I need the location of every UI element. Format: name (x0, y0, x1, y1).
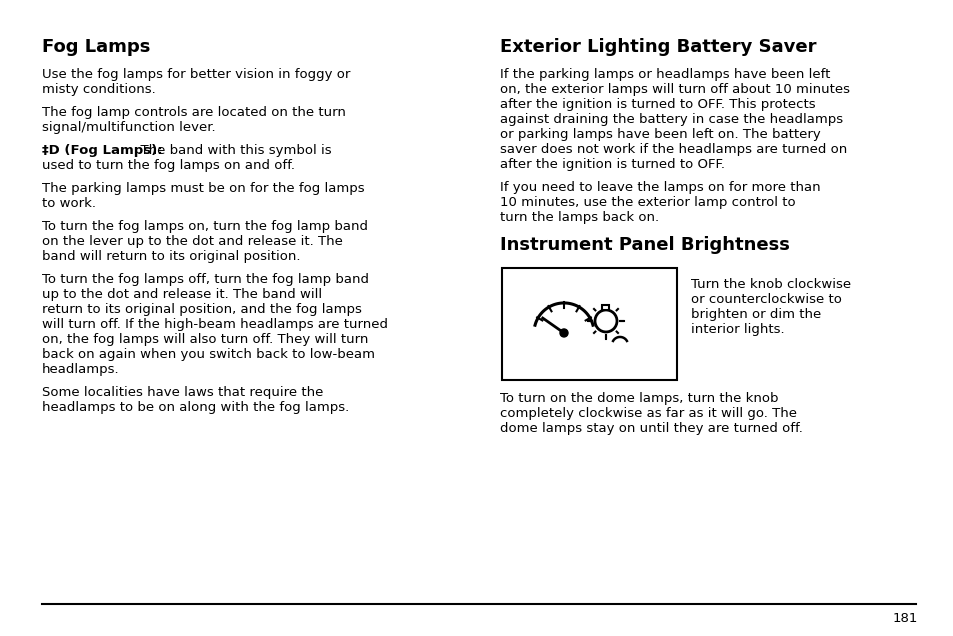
Text: The fog lamp controls are located on the turn: The fog lamp controls are located on the… (42, 106, 346, 119)
Text: on the lever up to the dot and release it. The: on the lever up to the dot and release i… (42, 235, 342, 248)
Text: will turn off. If the high-beam headlamps are turned: will turn off. If the high-beam headlamp… (42, 318, 388, 331)
Text: up to the dot and release it. The band will: up to the dot and release it. The band w… (42, 288, 322, 301)
Text: or parking lamps have been left on. The battery: or parking lamps have been left on. The … (499, 128, 820, 141)
Text: back on again when you switch back to low-beam: back on again when you switch back to lo… (42, 348, 375, 361)
Text: headlamps to be on along with the fog lamps.: headlamps to be on along with the fog la… (42, 401, 349, 414)
Text: 181: 181 (892, 612, 917, 625)
Text: Fog Lamps: Fog Lamps (42, 38, 151, 56)
Text: turn the lamps back on.: turn the lamps back on. (499, 211, 659, 224)
Text: or counterclockwise to: or counterclockwise to (690, 293, 841, 306)
Text: The band with this symbol is: The band with this symbol is (132, 144, 332, 157)
Text: Instrument Panel Brightness: Instrument Panel Brightness (499, 236, 789, 254)
Text: 10 minutes, use the exterior lamp control to: 10 minutes, use the exterior lamp contro… (499, 196, 795, 209)
Text: Use the fog lamps for better vision in foggy or: Use the fog lamps for better vision in f… (42, 68, 350, 81)
Text: signal/multifunction lever.: signal/multifunction lever. (42, 121, 215, 134)
Text: return to its original position, and the fog lamps: return to its original position, and the… (42, 303, 361, 316)
Text: To turn on the dome lamps, turn the knob: To turn on the dome lamps, turn the knob (499, 392, 778, 405)
Text: band will return to its original position.: band will return to its original positio… (42, 250, 300, 263)
Text: The parking lamps must be on for the fog lamps: The parking lamps must be on for the fog… (42, 182, 364, 195)
Text: Exterior Lighting Battery Saver: Exterior Lighting Battery Saver (499, 38, 816, 56)
Text: brighten or dim the: brighten or dim the (690, 308, 821, 321)
Circle shape (559, 329, 567, 337)
Text: completely clockwise as far as it will go. The: completely clockwise as far as it will g… (499, 407, 796, 420)
Text: on, the fog lamps will also turn off. They will turn: on, the fog lamps will also turn off. Th… (42, 333, 368, 346)
Text: on, the exterior lamps will turn off about 10 minutes: on, the exterior lamps will turn off abo… (499, 83, 849, 96)
Text: Turn the knob clockwise: Turn the knob clockwise (690, 278, 850, 291)
Text: against draining the battery in case the headlamps: against draining the battery in case the… (499, 113, 842, 126)
Text: to work.: to work. (42, 197, 96, 210)
Text: dome lamps stay on until they are turned off.: dome lamps stay on until they are turned… (499, 422, 802, 435)
Text: used to turn the fog lamps on and off.: used to turn the fog lamps on and off. (42, 159, 294, 172)
Text: ‡D (Fog Lamps):: ‡D (Fog Lamps): (42, 144, 162, 157)
Text: headlamps.: headlamps. (42, 363, 119, 376)
Text: saver does not work if the headlamps are turned on: saver does not work if the headlamps are… (499, 143, 846, 156)
Text: after the ignition is turned to OFF.: after the ignition is turned to OFF. (499, 158, 724, 171)
Text: misty conditions.: misty conditions. (42, 83, 155, 96)
Text: To turn the fog lamps off, turn the fog lamp band: To turn the fog lamps off, turn the fog … (42, 273, 369, 286)
Text: after the ignition is turned to OFF. This protects: after the ignition is turned to OFF. Thi… (499, 98, 815, 111)
Bar (501, 268, 677, 380)
Text: If the parking lamps or headlamps have been left: If the parking lamps or headlamps have b… (499, 68, 829, 81)
Text: To turn the fog lamps on, turn the fog lamp band: To turn the fog lamps on, turn the fog l… (42, 220, 368, 233)
Text: interior lights.: interior lights. (690, 323, 783, 336)
Text: Some localities have laws that require the: Some localities have laws that require t… (42, 386, 323, 399)
Bar (602, 305, 609, 310)
Text: If you need to leave the lamps on for more than: If you need to leave the lamps on for mo… (499, 181, 820, 194)
